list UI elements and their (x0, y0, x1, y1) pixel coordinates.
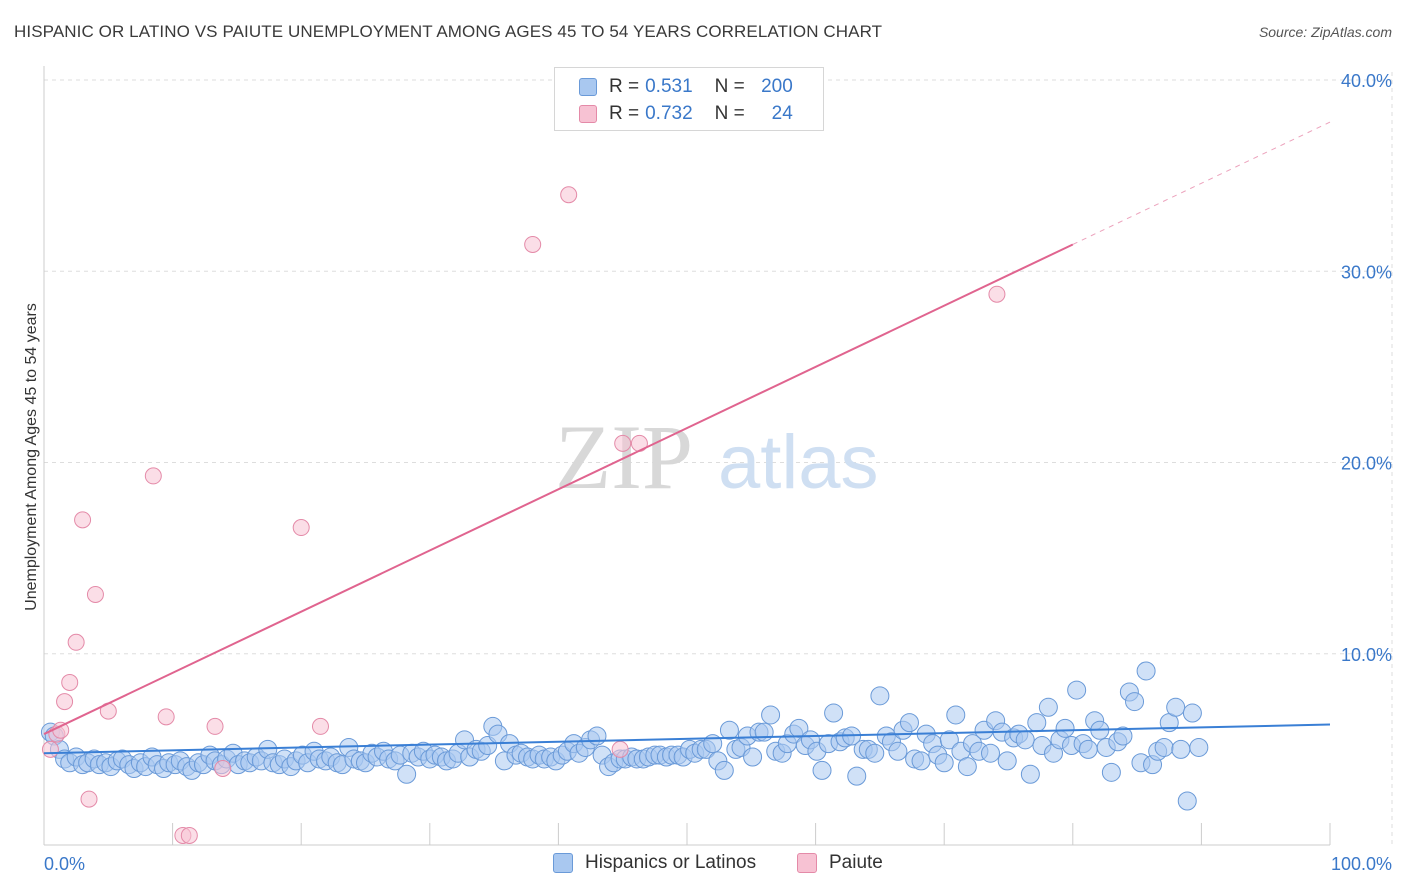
y-axis-label: Unemployment Among Ages 45 to 54 years (23, 303, 40, 611)
r-label: R = (609, 76, 640, 97)
trend-line-hispanics (43, 723, 1331, 755)
series-hispanics-points (40, 661, 1209, 811)
point-hispanics (1020, 764, 1040, 784)
point-hispanics (719, 720, 739, 740)
point-hispanics (397, 764, 417, 784)
point-hispanics (934, 753, 954, 773)
point-hispanics (714, 760, 734, 780)
y-tick-label: 40.0% (1341, 71, 1392, 91)
stats-legend: R = 0.531 N = 200 R = 0.732 N = 24 (554, 67, 824, 131)
point-hispanics (1078, 739, 1098, 759)
point-paiute (206, 717, 224, 735)
point-paiute (80, 790, 98, 808)
stats-row-paiute: R = 0.732 N = 24 (579, 102, 793, 126)
point-hispanics (1177, 791, 1197, 811)
point-hispanics (847, 766, 867, 786)
point-paiute (311, 717, 329, 735)
trend-line-paiute-extension (1072, 121, 1331, 245)
point-hispanics (899, 713, 919, 733)
point-paiute (52, 721, 70, 739)
point-hispanics (812, 760, 832, 780)
point-hispanics (1101, 762, 1121, 782)
watermark-atlas: atlas (718, 420, 879, 505)
point-hispanics (1189, 737, 1209, 757)
point-hispanics (743, 747, 763, 767)
legend-swatch-pink (797, 853, 817, 873)
point-paiute (560, 186, 578, 204)
n-label: N = (714, 103, 745, 124)
chart-title: HISPANIC OR LATINO VS PAIUTE UNEMPLOYMEN… (14, 22, 883, 41)
point-paiute (180, 826, 198, 844)
trend-lines (43, 121, 1331, 755)
point-paiute (74, 511, 92, 529)
watermark: ZIP atlas (555, 406, 879, 508)
r-label: R = (609, 103, 640, 124)
legend-label-paiute: Paiute (829, 852, 883, 873)
stats-row-hispanics: R = 0.531 N = 200 (579, 75, 793, 99)
point-hispanics (1166, 697, 1186, 717)
point-hispanics (754, 722, 774, 742)
grid-lines (44, 72, 1393, 845)
n-value: 200 (761, 76, 793, 97)
chart-source: Source: ZipAtlas.com (1258, 24, 1392, 40)
point-hispanics (761, 705, 781, 725)
point-hispanics (980, 743, 1000, 763)
n-value: 24 (771, 103, 793, 124)
point-hispanics (1154, 737, 1174, 757)
point-paiute (988, 285, 1006, 303)
point-hispanics (939, 730, 959, 750)
point-paiute (157, 708, 175, 726)
point-paiute (524, 235, 542, 253)
legend-swatch-blue (553, 853, 573, 873)
point-hispanics (1038, 697, 1058, 717)
legend-item-paiute: Paiute (797, 852, 883, 874)
point-paiute (144, 467, 162, 485)
series-legend: Hispanics or Latinos Paiute (0, 852, 1406, 878)
point-hispanics (1136, 661, 1156, 681)
point-paiute (292, 519, 310, 537)
y-tick-label: 20.0% (1341, 454, 1392, 474)
r-value: 0.732 (645, 103, 693, 124)
point-paiute (41, 740, 59, 758)
point-hispanics (824, 703, 844, 723)
y-tick-label: 30.0% (1341, 262, 1392, 282)
point-hispanics (1015, 730, 1035, 750)
point-hispanics (870, 686, 890, 706)
n-label: N = (714, 76, 745, 97)
point-paiute (614, 434, 632, 452)
point-hispanics (1125, 692, 1145, 712)
point-paiute (611, 740, 629, 758)
legend-item-hispanics: Hispanics or Latinos (553, 852, 756, 874)
x-tick-label-max: 100.0% (1331, 854, 1392, 874)
point-paiute (214, 760, 232, 777)
tick-labels: 10.0% 20.0% 30.0% 40.0% 0.0% 100.0% (44, 71, 1392, 874)
legend-label-hispanics: Hispanics or Latinos (585, 852, 757, 873)
point-hispanics (1171, 739, 1191, 759)
point-hispanics (957, 757, 977, 777)
axes (43, 66, 1331, 846)
point-paiute (67, 633, 85, 651)
swatch-pink (579, 105, 597, 123)
point-hispanics (1055, 718, 1075, 738)
point-paiute (86, 585, 104, 603)
point-hispanics (911, 751, 931, 771)
point-paiute (61, 673, 79, 691)
point-hispanics (1113, 726, 1133, 746)
point-hispanics (1182, 703, 1202, 723)
y-tick-label: 10.0% (1341, 645, 1392, 665)
point-hispanics (1067, 680, 1087, 700)
trend-line-paiute (43, 243, 1074, 735)
r-value: 0.531 (645, 76, 693, 97)
point-hispanics (946, 705, 966, 725)
swatch-blue (579, 78, 597, 96)
point-hispanics (587, 726, 607, 746)
x-tick-label-min: 0.0% (44, 854, 85, 874)
point-hispanics (1027, 713, 1047, 733)
point-paiute (56, 693, 74, 711)
series-paiute-points (41, 186, 1006, 844)
point-hispanics (865, 743, 885, 763)
point-hispanics (997, 751, 1017, 771)
point-hispanics (888, 741, 908, 761)
